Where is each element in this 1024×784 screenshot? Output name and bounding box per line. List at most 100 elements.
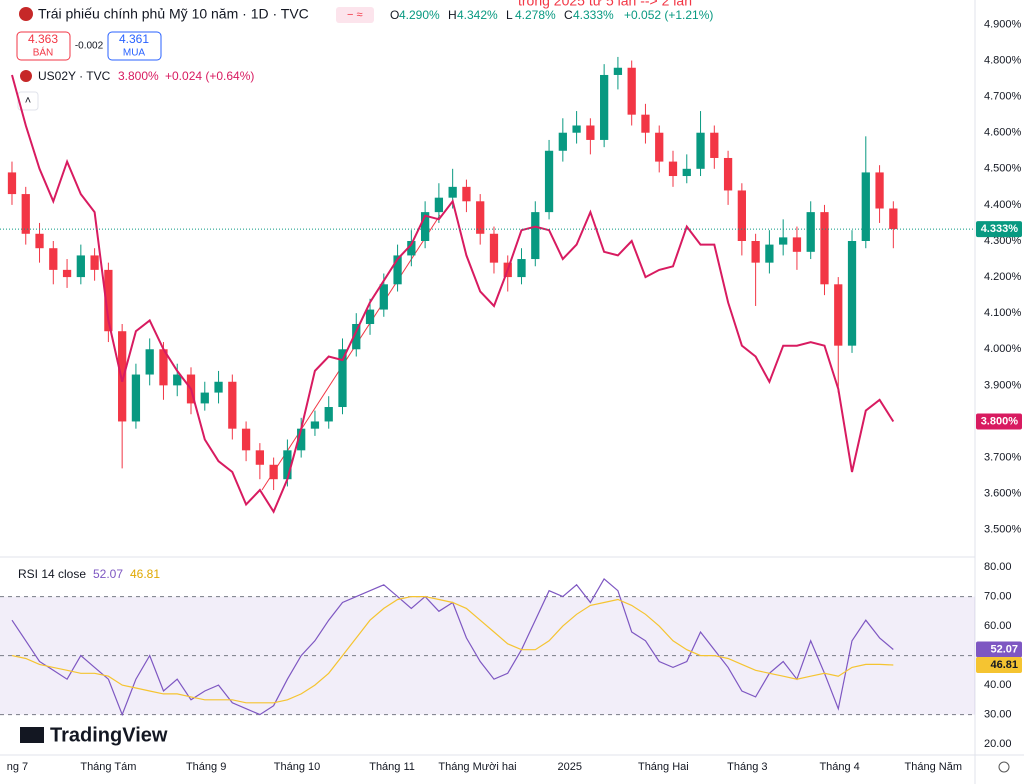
toggle-icon: − ≈	[347, 9, 363, 21]
candle-body	[462, 186, 471, 202]
y-tick-label: 3.900%	[984, 379, 1022, 391]
candle-body	[228, 381, 237, 429]
price-tag-label: 4.333%	[981, 223, 1019, 235]
candle-body	[118, 331, 127, 422]
candle-body	[35, 233, 44, 249]
settings-icon[interactable]	[998, 761, 1010, 773]
ohlc-key: O	[390, 8, 399, 22]
y-tick-label: 4.600%	[984, 127, 1022, 139]
price-tag-label: 3.800%	[981, 415, 1019, 427]
candle-body	[476, 201, 485, 234]
candle-body	[655, 132, 664, 162]
price-tag	[976, 641, 1022, 658]
candle-body	[517, 259, 526, 278]
candle-body	[21, 194, 30, 234]
series-line	[11, 596, 894, 704]
candle-body	[448, 186, 457, 198]
candle-body	[600, 74, 609, 140]
x-tick-label: Tháng 10	[274, 761, 320, 773]
indicator-toggle[interactable]	[336, 7, 374, 23]
brand: TradingView	[50, 724, 168, 746]
rsi-ma-value: 46.81	[130, 567, 160, 581]
price-tag	[976, 221, 1022, 238]
x-tick-label: Tháng Năm	[905, 761, 962, 773]
candle-body	[861, 172, 870, 241]
y-tick-label: 40.00	[984, 679, 1012, 691]
sell-button[interactable]	[16, 31, 71, 61]
candle-body	[407, 240, 416, 256]
change: +0.052 (+1.21%)	[624, 8, 713, 22]
candle-body	[352, 324, 361, 350]
spread: -0.002	[75, 41, 104, 52]
x-tick-label: Tháng Tám	[80, 761, 136, 773]
y-tick-label: 4.400%	[984, 199, 1022, 211]
candle-body	[159, 349, 168, 386]
candle-body	[792, 237, 802, 252]
y-tick-label: 20.00	[984, 738, 1012, 750]
x-tick-label: Tháng 3	[727, 761, 767, 773]
candle-body	[255, 450, 264, 465]
sell-price: 4.363	[28, 32, 58, 46]
candle-body	[297, 428, 306, 451]
candle-body	[613, 67, 623, 75]
candle-body	[847, 240, 857, 346]
candle-body	[641, 114, 650, 133]
buy-button[interactable]	[107, 31, 162, 61]
ohlc-key: H	[448, 8, 457, 22]
price-tag-label: 52.07	[990, 643, 1018, 655]
candle-body	[765, 244, 774, 263]
candle-body	[310, 421, 320, 429]
candle-body	[214, 381, 223, 393]
candle-body	[365, 309, 375, 325]
y-tick-label: 30.00	[984, 708, 1012, 720]
candle-body	[751, 240, 760, 263]
candle-body	[627, 67, 636, 115]
y-tick-label: 4.200%	[984, 271, 1022, 283]
y-tick-label: 3.600%	[984, 488, 1022, 500]
rsi-title: RSI 14 close	[18, 567, 86, 581]
candle-body	[558, 132, 567, 151]
candle-body	[806, 212, 815, 252]
ohlc-legend: O 4.290% H 4.342% L 4.278% C 4.333% +0.052 (+1.2…	[390, 8, 713, 22]
compare-change: +0.024 (+0.64%)	[165, 69, 254, 83]
candle-body	[434, 197, 444, 213]
ohlc-value: 4.342%	[457, 8, 498, 22]
y-tick-label: 4.800%	[984, 54, 1022, 66]
candle-body	[200, 392, 209, 404]
flag-icon	[19, 7, 33, 21]
x-tick-label: Tháng 9	[186, 761, 226, 773]
buy-price: 4.361	[119, 32, 149, 46]
collapse-button[interactable]	[17, 91, 39, 111]
candle-body	[104, 269, 113, 332]
x-tick-label: Tháng 4	[819, 761, 859, 773]
price-tag	[976, 413, 1022, 430]
x-tick-label: Tháng 11	[369, 761, 415, 773]
candle-body	[572, 125, 581, 133]
candle-body	[668, 161, 678, 177]
candle-body	[379, 284, 388, 310]
symbol-title: Trái phiếu chính phủ Mỹ 10 năm · 1D · TV…	[38, 6, 309, 22]
candle-body	[889, 208, 898, 230]
y-tick-label: 3.500%	[984, 524, 1022, 536]
candle-body	[820, 212, 829, 285]
candle-body	[269, 464, 278, 480]
y-tick-label: 4.300%	[984, 235, 1022, 247]
y-tick-label: 80.00	[984, 561, 1012, 573]
ohlc-value: 4.290%	[399, 8, 440, 22]
candle-body	[7, 172, 17, 195]
candle-body	[834, 284, 843, 346]
x-tick-label: ng 7	[7, 761, 28, 773]
candle-body	[173, 374, 182, 386]
y-tick-label: 4.700%	[984, 91, 1022, 103]
candle-body	[696, 132, 705, 169]
sell-label: BÁN	[33, 46, 54, 59]
series-line	[11, 74, 895, 514]
y-tick-label: 4.000%	[984, 343, 1022, 355]
trend-line-drawing	[261, 214, 441, 491]
candle-body	[131, 374, 141, 422]
candle-body	[420, 212, 430, 241]
candle-body	[489, 233, 499, 263]
candle-body	[241, 428, 251, 451]
